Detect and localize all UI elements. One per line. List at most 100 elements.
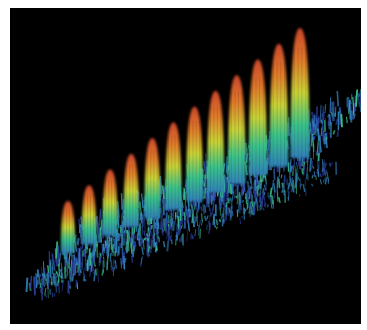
- noise-spike: [89, 267, 92, 277]
- noise-spike: [231, 191, 235, 202]
- noise-spike: [248, 201, 252, 214]
- noise-spike: [140, 235, 143, 241]
- noise-spike: [250, 205, 253, 216]
- noise-spike: [80, 261, 83, 271]
- noise-spike: [54, 259, 58, 266]
- noise-spike: [79, 227, 83, 245]
- noise-spike: [223, 193, 226, 202]
- noise-spike: [112, 244, 114, 253]
- noise-spike: [276, 176, 279, 189]
- noise-spike: [251, 207, 254, 215]
- peak-7: [186, 106, 203, 202]
- noise-spike: [213, 213, 216, 228]
- noise-spike: [328, 162, 332, 167]
- noise-spike: [316, 117, 320, 127]
- noise-spike: [35, 273, 37, 289]
- noise-spike: [320, 127, 323, 136]
- noise-spike: [205, 153, 208, 172]
- noise-spike: [310, 120, 314, 136]
- noise-spike: [218, 218, 222, 223]
- noise-spike: [292, 179, 295, 193]
- peak-11: [269, 43, 289, 167]
- noise-spike: [294, 166, 297, 180]
- noise-spike: [246, 153, 249, 160]
- noise-spike: [68, 252, 71, 269]
- noise-spike: [229, 206, 233, 221]
- noise-spike: [281, 185, 284, 193]
- noise-spike: [324, 132, 328, 149]
- noise-spike: [297, 176, 301, 181]
- noise-spike: [57, 283, 61, 294]
- noise-spike: [141, 193, 144, 209]
- noise-spike: [184, 191, 187, 206]
- noise-spike: [284, 192, 287, 199]
- noise-spike: [329, 97, 331, 113]
- noise-spike: [98, 263, 101, 267]
- noise-spike: [256, 195, 259, 208]
- noise-spike: [125, 241, 129, 253]
- noise-spike: [316, 128, 321, 141]
- noise-spike: [270, 195, 273, 205]
- surface-plot: [25, 28, 361, 301]
- peak-6: [165, 122, 182, 210]
- noise-spike: [346, 98, 350, 111]
- noise-spike: [111, 258, 115, 273]
- noise-spike: [40, 289, 44, 301]
- noise-spike: [97, 268, 99, 283]
- noise-spike: [165, 214, 169, 225]
- peak-3: [102, 169, 118, 236]
- noise-spike: [70, 259, 73, 270]
- noise-spike: [145, 233, 149, 237]
- noise-spike: [101, 269, 105, 276]
- noise-spike: [38, 273, 42, 278]
- noise-spike: [91, 260, 94, 271]
- peak-8: [207, 90, 225, 193]
- noise-spike: [170, 215, 172, 227]
- noise-spike: [268, 154, 271, 171]
- noise-spike: [139, 201, 143, 216]
- noise-spike: [238, 198, 241, 203]
- noise-spike: [171, 218, 174, 231]
- noise-spike: [55, 241, 59, 259]
- noise-spike: [203, 161, 207, 175]
- noise-spike: [130, 231, 134, 239]
- noise-spike: [186, 229, 189, 242]
- noise-spike: [325, 162, 327, 167]
- noise-spike: [149, 224, 152, 230]
- peak-1: [61, 201, 75, 253]
- noise-spike: [238, 193, 242, 199]
- noise-spike: [78, 268, 81, 277]
- noise-spike: [319, 104, 322, 124]
- noise-spike: [225, 201, 228, 208]
- noise-spike: [278, 165, 281, 177]
- noise-spike: [191, 234, 195, 240]
- noise-spike: [312, 165, 315, 169]
- noise-spike: [347, 99, 351, 115]
- noise-spike: [243, 207, 246, 211]
- noise-spike: [159, 175, 163, 195]
- noise-spike: [226, 206, 230, 217]
- noise-spike: [156, 227, 158, 231]
- noise-spike: [319, 173, 322, 178]
- noise-spike: [130, 242, 134, 255]
- peak-2: [81, 185, 97, 245]
- noise-spike: [123, 257, 127, 263]
- noise-spike: [55, 274, 59, 278]
- noise-spike: [272, 168, 276, 180]
- noise-spike: [314, 123, 317, 132]
- noise-spike: [244, 162, 248, 176]
- noise-spike: [321, 159, 324, 172]
- noise-spike: [323, 178, 325, 183]
- noise-spike: [183, 212, 186, 221]
- noise-spike: [311, 118, 315, 128]
- noise-spike: [179, 221, 182, 234]
- noise-spike: [182, 187, 185, 197]
- noise-spike: [319, 135, 322, 153]
- noise-spike: [51, 266, 54, 275]
- noise-spike: [124, 247, 128, 253]
- noise-spike: [231, 210, 234, 216]
- noise-spike: [203, 187, 207, 199]
- noise-spike: [88, 248, 92, 266]
- noise-spike: [147, 245, 151, 253]
- noise-spike: [57, 244, 60, 260]
